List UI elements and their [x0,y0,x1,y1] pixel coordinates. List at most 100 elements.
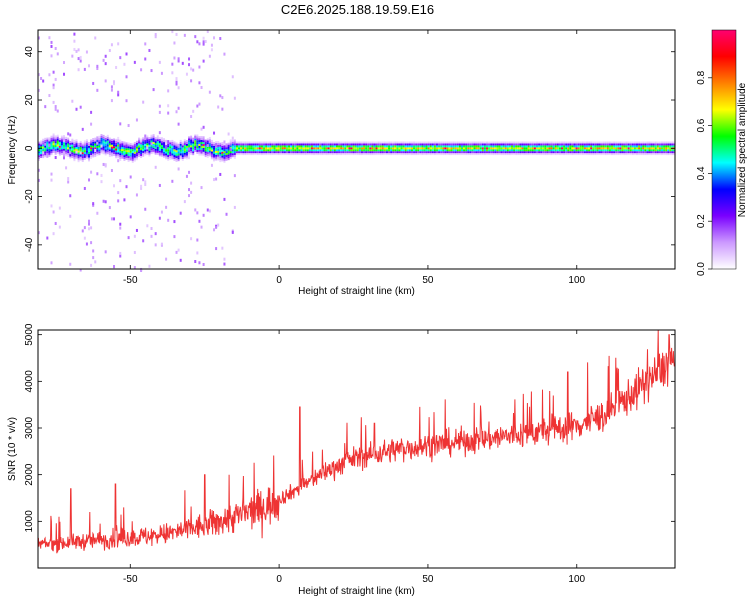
spectrogram-cell [150,152,153,155]
spectrogram-cell [94,141,97,144]
spectrogram-cell [88,219,91,223]
spectrogram-cell [646,143,649,146]
spectrogram-cell [598,147,601,150]
spectrogram-cell [508,151,511,154]
spectrogram-cell [652,147,655,150]
spectrogram-cell [177,59,180,63]
spectrogram-cell [110,150,113,153]
spectrogram-cell [406,149,409,152]
spectrogram-cell [481,153,484,156]
spectrogram-cell [440,141,443,144]
spectrogram-cell [177,145,180,148]
spectrogram-cell [173,141,176,144]
spectrogram-cell [235,141,238,144]
spectrogram-cell [77,160,80,163]
spectrogram-cell [636,143,639,146]
spectrogram-cell [177,122,180,126]
spectrogram-cell [144,134,147,138]
spectrogram-cell [275,151,278,154]
spectrogram-cell [661,145,664,148]
spectrogram-cell [613,143,616,146]
spectrogram-cell [138,155,141,158]
spectrogram-cell [144,57,147,61]
spectrogram-cell [338,151,341,154]
spectrogram-cell [629,143,632,146]
spectrogram-cell [242,143,245,146]
spectrogram-cell [385,149,388,152]
spectrogram-cell [371,141,374,144]
spectrogram-cell [631,151,634,154]
spectrogram-cell [181,149,184,152]
spectrogram-cell [273,143,276,146]
spectrogram-cell [231,151,234,154]
spectrogram-cell [571,149,574,152]
spectrogram-cell [50,172,53,176]
spectrogram-cell [206,30,209,34]
spectrogram-cell [671,149,674,152]
spectrogram-cell [75,143,78,146]
spectrogram-cell [73,39,76,43]
spectrogram-cell [604,143,607,146]
spectrogram-cell [200,141,203,144]
spectrogram-cell [48,147,51,150]
spectrogram-cell [148,48,151,52]
spectrogram-cell [119,251,122,255]
spectrogram-cell [521,151,524,154]
spectrogram-cell [519,143,522,146]
spectrogram-cell [394,145,397,148]
spectrogram-cell [321,153,324,156]
spectrogram-cell [515,151,518,154]
spectrogram-cell [388,151,391,154]
spectrogram-cell [69,156,72,159]
y-tick-label: 2000 [24,463,35,486]
spectrogram-cell [127,144,130,147]
spectrogram-cell [265,143,268,146]
spectrogram-cell [417,153,420,156]
spectrogram-cell [133,157,136,160]
spectrogram-cell [67,139,70,142]
spectrogram-cell [658,153,661,156]
spectrogram-cell [56,138,59,141]
spectrogram-cell [117,199,120,203]
spectrogram-cell [73,143,76,146]
spectrogram-cell [296,147,299,150]
spectrogram-cell [638,153,641,156]
spectrogram-cell [133,266,136,270]
spectrogram-cell [396,147,399,150]
spectrogram-cell [183,154,186,157]
spectrogram-cell [431,147,434,150]
spectrogram-cell [615,147,618,150]
spectrogram-cell [42,148,45,151]
spectrogram-cell [165,205,168,209]
spectrogram-cell [42,138,45,141]
spectrogram-cell [158,104,161,108]
spectrogram-cell [202,36,205,40]
spectrogram-cell [260,141,263,144]
spectrogram-cell [490,153,493,156]
spectrogram-cell [404,153,407,156]
spectrogram-cell [90,147,93,150]
colorbar-gradient [711,29,737,270]
spectrogram-cell [440,143,443,146]
spectrogram-cell [494,147,497,150]
spectrogram-cell [75,141,78,144]
spectrogram-cell [188,57,191,61]
spectrogram-cell [617,145,620,148]
spectrogram-cell [252,151,255,154]
spectrogram-cell [117,154,120,157]
spectrogram-cell [504,145,507,148]
spectrogram-cell [535,153,538,156]
spectrogram-cell [565,149,568,152]
spectrogram-cell [202,140,205,143]
spectrogram-cell [646,145,649,148]
spectrogram-cell [583,149,586,152]
spectrogram-cell [108,137,111,140]
spectrogram-cell [154,35,157,39]
spectrogram-cell [313,141,316,144]
spectrogram-cell [42,154,45,157]
spectrogram-cell [48,148,51,151]
spectrogram-cell [560,143,563,146]
spectrogram-cell [338,141,341,144]
spectrogram-cell [331,143,334,146]
spectrogram-cell [319,151,322,154]
